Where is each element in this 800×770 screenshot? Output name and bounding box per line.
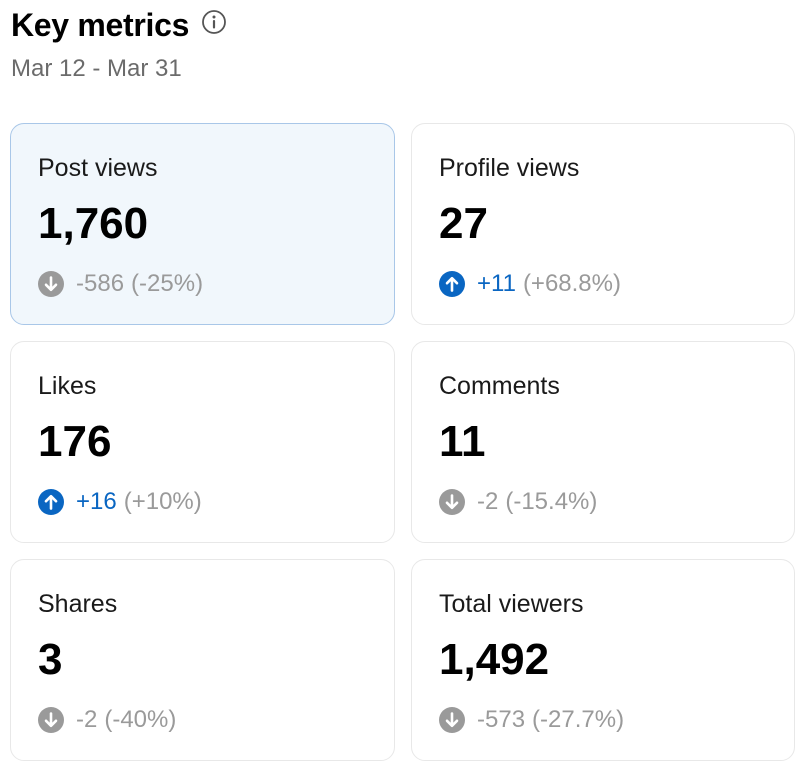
metric-delta: -586 [76, 270, 125, 297]
metric-change: +16 (+10%) [38, 484, 368, 520]
arrow-down-circle-icon [38, 271, 64, 297]
metric-value: 176 [38, 417, 112, 466]
metric-change: -2 (-40%) [38, 702, 368, 738]
metric-percent: (-15.4%) [505, 488, 598, 515]
metric-value: 1,492 [439, 635, 550, 684]
metric-card-comments[interactable]: Comments 11 -2 (-15.4%) [411, 341, 795, 543]
metric-delta: -573 [477, 706, 526, 733]
arrow-down-circle-icon [439, 707, 465, 733]
metrics-grid: Post views 1,760 -586 (-25%) Profile vie… [10, 123, 795, 761]
arrow-down-circle-icon [439, 489, 465, 515]
metric-value: 27 [439, 199, 488, 248]
info-icon[interactable] [201, 9, 227, 35]
page-title: Key metrics [11, 7, 190, 43]
metric-card-profile-views[interactable]: Profile views 27 +11 (+68.8%) [411, 123, 795, 325]
arrow-up-circle-icon [38, 489, 64, 515]
header: Key metrics Mar 12 - Mar 31 [11, 0, 791, 86]
metric-card-post-views[interactable]: Post views 1,760 -586 (-25%) [10, 123, 395, 325]
metric-label: Comments [439, 372, 560, 400]
metric-card-shares[interactable]: Shares 3 -2 (-40%) [10, 559, 395, 761]
metric-label: Post views [38, 154, 158, 182]
metric-percent: (-40%) [104, 706, 177, 733]
metric-change: -2 (-15.4%) [439, 484, 768, 520]
metric-value: 3 [38, 635, 63, 684]
metric-card-total-viewers[interactable]: Total viewers 1,492 -573 (-27.7%) [411, 559, 795, 761]
metric-change: -573 (-27.7%) [439, 702, 768, 738]
metric-label: Shares [38, 590, 118, 618]
metric-percent: (-27.7%) [532, 706, 625, 733]
metric-delta: -2 [76, 706, 98, 733]
arrow-down-circle-icon [38, 707, 64, 733]
metric-percent: (-25%) [131, 270, 204, 297]
metric-delta: +11 [477, 270, 516, 297]
metric-value: 11 [439, 417, 486, 466]
metric-label: Profile views [439, 154, 580, 182]
metric-label: Likes [38, 372, 97, 400]
title-row: Key metrics [11, 0, 791, 50]
metric-value: 1,760 [38, 199, 149, 248]
metric-percent: (+68.8%) [522, 270, 621, 297]
metric-delta: +16 [76, 488, 117, 515]
metric-card-likes[interactable]: Likes 176 +16 (+10%) [10, 341, 395, 543]
metric-change: -586 (-25%) [38, 266, 368, 302]
metric-percent: (+10%) [123, 488, 202, 515]
date-range: Mar 12 - Mar 31 [11, 55, 182, 82]
metric-label: Total viewers [439, 590, 584, 618]
metric-change: +11 (+68.8%) [439, 266, 768, 302]
arrow-up-circle-icon [439, 271, 465, 297]
metric-delta: -2 [477, 488, 499, 515]
